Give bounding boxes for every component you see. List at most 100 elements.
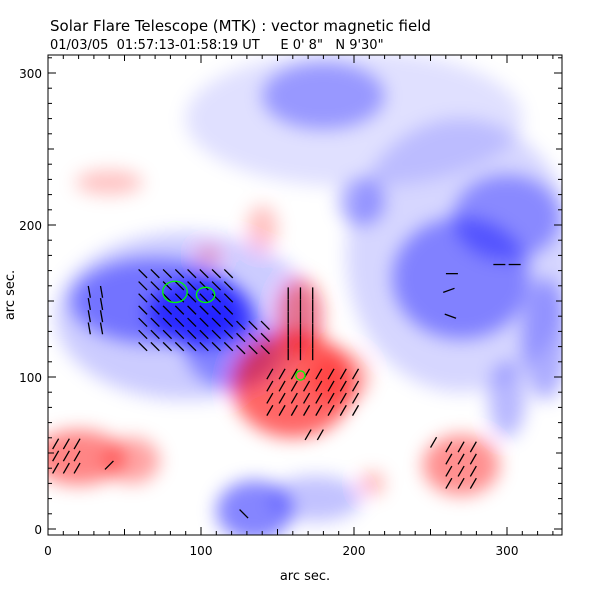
positive-field-region — [75, 170, 143, 195]
positive-field-region — [422, 434, 500, 496]
field-vector — [236, 344, 246, 355]
contours — [162, 280, 306, 381]
field-vector — [223, 329, 234, 340]
field-vector — [223, 305, 234, 315]
field-vector — [266, 404, 274, 416]
field-vector — [278, 380, 286, 392]
field-vector — [150, 268, 160, 279]
field-vector — [316, 429, 324, 441]
field-vector — [174, 281, 185, 291]
field-vector — [99, 310, 104, 323]
field-vector — [339, 404, 347, 416]
field-vector — [162, 268, 173, 279]
field-vector — [339, 380, 347, 392]
y-tick-label: 0 — [34, 523, 42, 537]
field-vector — [278, 404, 286, 416]
field-vector — [304, 429, 312, 441]
field-vector — [469, 441, 477, 453]
field-vector — [236, 320, 246, 331]
field-vector — [187, 329, 197, 340]
field-vector — [199, 317, 209, 327]
field-vector — [150, 293, 160, 303]
field-vector — [211, 305, 222, 315]
field-vector — [290, 404, 298, 416]
positive-field-region — [246, 205, 278, 251]
field-vector — [223, 281, 234, 291]
field-vector — [444, 313, 457, 319]
negative-field-region — [453, 174, 561, 260]
field-vector — [248, 332, 258, 343]
field-vector — [266, 368, 274, 380]
field-vector — [104, 460, 114, 470]
negative-field-region — [522, 278, 562, 400]
field-vector — [223, 317, 234, 327]
field-vector — [239, 509, 249, 519]
field-vector — [327, 368, 335, 380]
field-vector — [211, 293, 222, 303]
field-vector — [138, 268, 148, 279]
field-vector — [429, 436, 438, 448]
plot-frame — [47, 54, 563, 536]
field-vector — [162, 317, 173, 327]
field-vector — [211, 317, 222, 327]
field-vector — [351, 368, 360, 380]
field-vector — [52, 438, 60, 450]
negative-field-region — [262, 62, 385, 130]
x-tick-label: 100 — [190, 544, 213, 558]
contour-line — [295, 370, 306, 381]
field-vector — [87, 298, 91, 311]
field-vector — [150, 317, 160, 327]
field-vector — [445, 441, 453, 453]
field-vector — [199, 293, 209, 303]
field-vector — [223, 341, 234, 352]
field-vector — [327, 392, 335, 404]
field-vector — [73, 438, 81, 450]
field-vector — [211, 341, 222, 352]
field-vector — [162, 281, 173, 291]
field-vector — [303, 392, 311, 404]
chart-title: Solar Flare Telescope (MTK) : vector mag… — [50, 17, 431, 35]
field-vector — [442, 287, 455, 294]
field-map — [48, 55, 562, 535]
field-vector — [223, 293, 234, 303]
negative-field-region — [488, 361, 526, 438]
contour-line — [162, 280, 188, 304]
field-vector — [303, 404, 311, 416]
field-vector — [162, 329, 173, 340]
field-vector — [150, 329, 160, 340]
field-vector — [248, 320, 258, 331]
field-vector — [138, 317, 148, 327]
field-vector — [303, 380, 311, 392]
field-vector — [457, 441, 465, 453]
axis-ticks: 0 100 200 300 0 100 200 300 — [19, 55, 562, 558]
field-vector — [187, 317, 197, 327]
field-vector — [327, 380, 335, 392]
field-vector — [278, 392, 286, 404]
negative-field-region — [338, 179, 385, 225]
field-vector — [339, 392, 347, 404]
field-vector — [199, 341, 209, 352]
field-vector — [315, 392, 323, 404]
y-axis-label: arc sec. — [3, 270, 18, 320]
field-vector — [199, 281, 209, 291]
field-vector — [351, 392, 360, 404]
field-vector — [223, 268, 234, 279]
field-vector — [260, 320, 270, 331]
field-vector — [278, 368, 286, 380]
contour-line — [195, 286, 216, 304]
field-vector — [260, 332, 270, 343]
field-vector — [445, 453, 453, 465]
field-vector — [62, 450, 70, 462]
field-vector — [138, 305, 148, 315]
field-vector — [199, 329, 209, 340]
field-vector — [457, 453, 465, 465]
field-vector — [87, 285, 91, 298]
field-vector — [174, 268, 185, 279]
x-tick-label: 300 — [496, 544, 519, 558]
field-vector — [150, 341, 160, 352]
field-vector — [87, 322, 91, 335]
field-vector — [266, 392, 274, 404]
field-vector — [260, 344, 270, 355]
negative-field-region — [269, 475, 362, 522]
field-vector — [315, 380, 323, 392]
